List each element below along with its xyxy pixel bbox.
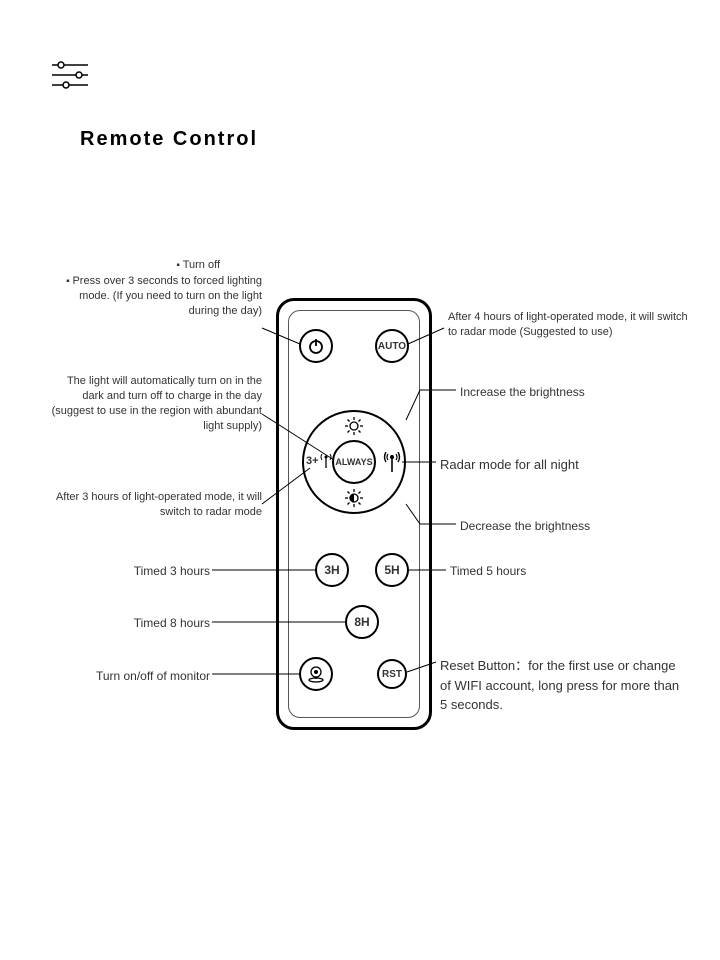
settings-sliders-icon xyxy=(52,60,88,95)
timer-8h-label: Timed 8 hours xyxy=(110,615,210,631)
timer-5h-button[interactable]: 5H xyxy=(375,553,409,587)
monitor-button[interactable] xyxy=(299,657,333,691)
power-note-label: Press over 3 seconds to forced lighting … xyxy=(48,274,262,319)
timer-5h-label: Timed 5 hours xyxy=(450,563,600,579)
bright-up-label: Increase the brightness xyxy=(460,384,660,400)
auto-note-label: After 4 hours of light-operated mode, it… xyxy=(448,310,688,340)
remote-body xyxy=(276,298,432,730)
monitor-label: Turn on/off of monitor xyxy=(60,668,210,684)
page-title: Remote Control xyxy=(80,128,258,151)
radar-button[interactable] xyxy=(382,452,402,477)
brightness-down-icon[interactable] xyxy=(344,488,364,513)
always-button[interactable]: ALWAYS xyxy=(332,440,376,484)
turn-off-label: Turn off xyxy=(60,258,220,273)
bright-down-label: Decrease the brightness xyxy=(460,518,660,534)
auto-button[interactable]: AUTO xyxy=(375,329,409,363)
remote-inner-border xyxy=(288,310,420,718)
radar-label: Radar mode for all night xyxy=(440,456,660,474)
timer-3h-label: Timed 3 hours xyxy=(110,563,210,579)
timer-3h-button[interactable]: 3H xyxy=(315,553,349,587)
reset-button[interactable]: RST xyxy=(377,659,407,689)
power-button[interactable] xyxy=(299,329,333,363)
mode-3-label: 3+ xyxy=(306,455,319,467)
reset-label: Reset Button：for the first use or change… xyxy=(440,656,680,715)
always-note-label: The light will automatically turn on in … xyxy=(48,374,262,433)
mode-3-button[interactable]: 3+ xyxy=(306,454,332,468)
timer-8h-button[interactable]: 8H xyxy=(345,605,379,639)
mode3-note-label: After 3 hours of light-operated mode, it… xyxy=(48,490,262,520)
brightness-up-icon[interactable] xyxy=(344,416,364,441)
